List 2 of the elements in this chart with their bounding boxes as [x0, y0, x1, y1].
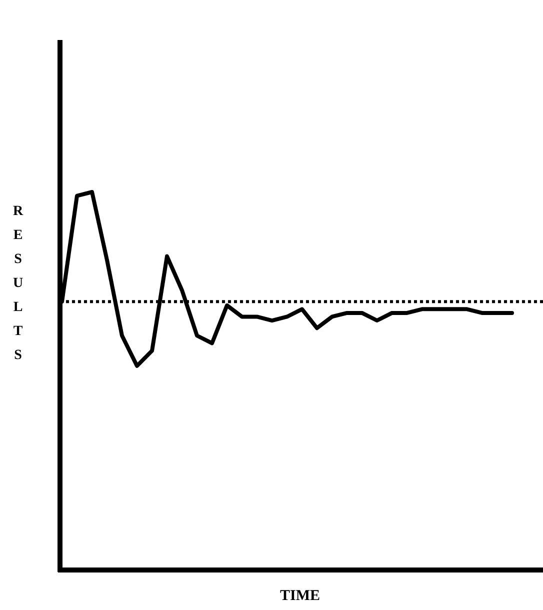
y-axis-title: RESULTS	[12, 204, 24, 363]
x-axis-title: TIME	[280, 588, 320, 604]
